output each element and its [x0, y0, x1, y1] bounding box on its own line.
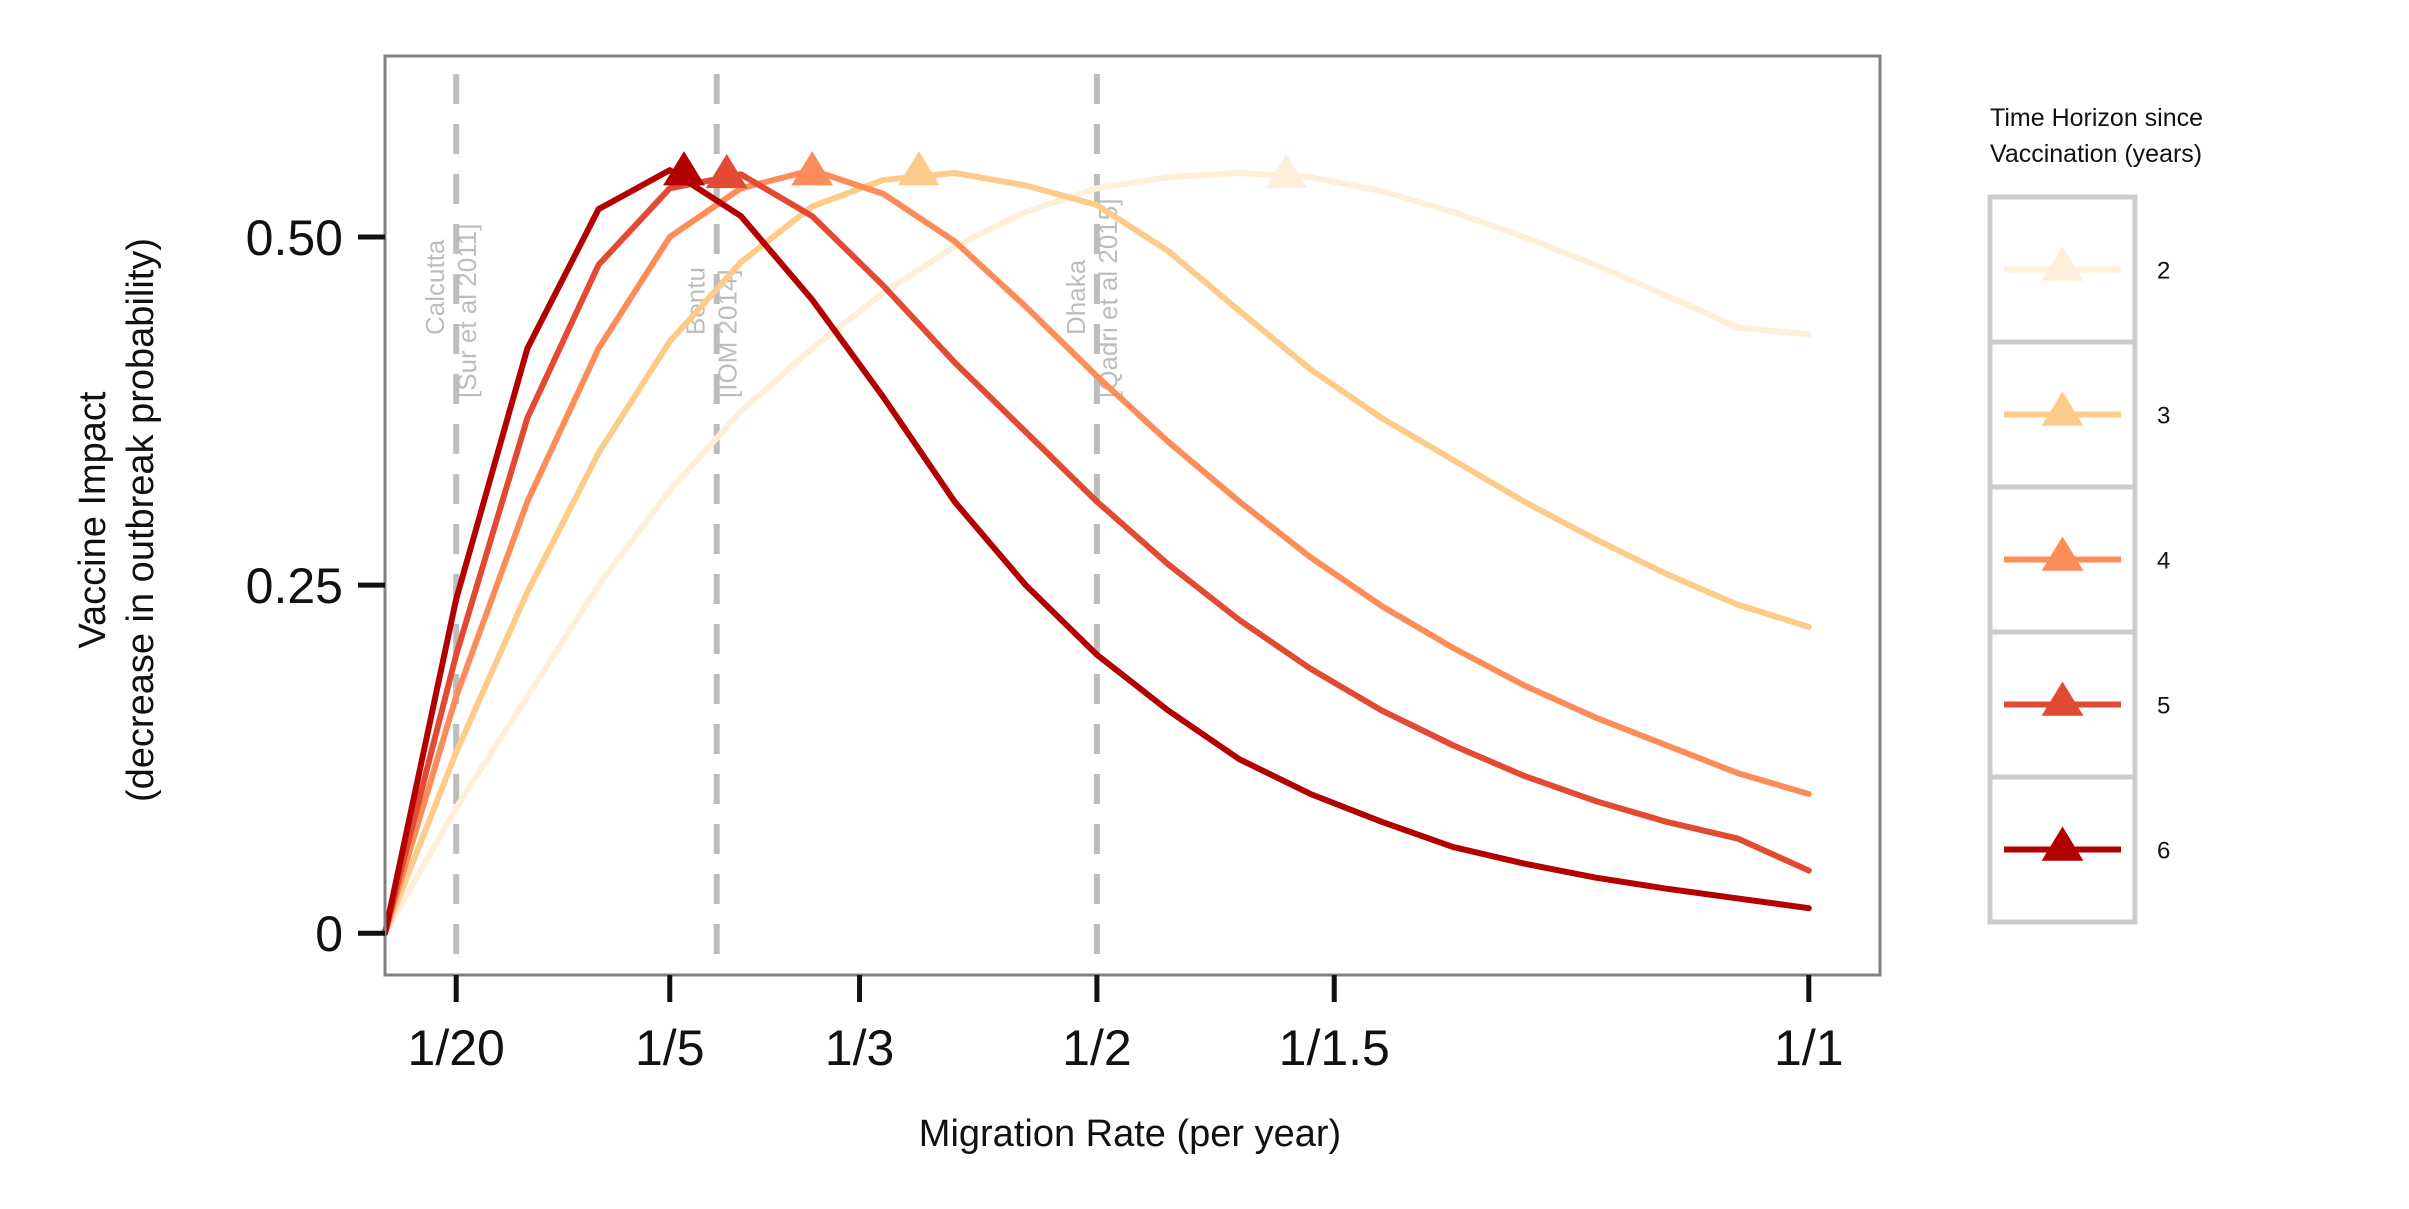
legend-key-marker — [2041, 536, 2084, 571]
y-axis-title: Vaccine Impact (decrease in outbreak pro… — [72, 238, 162, 802]
x-tick-label: 1/1.5 — [1279, 1020, 1390, 1076]
legend: Time Horizon since Vaccination (years) 2… — [1987, 104, 2203, 925]
series-line-5 — [382, 171, 1812, 937]
legend-item-4: 4 — [1987, 484, 2170, 635]
legend-title-line-1: Time Horizon since — [1990, 104, 2203, 132]
y-axis-title-line-1: Vaccine Impact — [72, 391, 114, 648]
series-layer — [382, 151, 1812, 937]
legend-item-6: 6 — [1987, 774, 2170, 925]
x-axis: 1/20 1/5 1/3 1/2 1/1.5 1/1 — [408, 975, 1844, 1076]
peak-marker-6 — [663, 151, 705, 186]
legend-label: 5 — [2157, 693, 2170, 720]
legend-label: 6 — [2157, 838, 2170, 865]
peak-marker-3 — [898, 151, 940, 186]
x-tick-label: 1/3 — [825, 1020, 895, 1076]
x-tick-label: 1/2 — [1062, 1020, 1132, 1076]
peak-marker-2 — [1265, 153, 1308, 189]
plot-panel-border — [383, 54, 1882, 977]
x-tick-label: 1/1 — [1774, 1020, 1844, 1076]
reference-label-name: Calcutta — [420, 239, 450, 335]
reference-label-source: [Sur et al 2011] — [452, 224, 482, 398]
legend-key-marker — [2041, 681, 2084, 716]
x-tick-label: 1/5 — [635, 1020, 705, 1076]
reference-label-name: Dhaka — [1061, 259, 1091, 335]
series-line-6 — [382, 167, 1812, 937]
peak-marker-4 — [791, 151, 834, 186]
y-axis-title-line-2: (decrease in outbreak probability) — [120, 238, 162, 802]
series-line-4 — [382, 167, 1812, 937]
legend-key-marker — [2041, 826, 2084, 861]
y-tick-label: 0 — [315, 906, 343, 962]
reference-label: Calcutta [Sur et al 2011] — [420, 224, 482, 398]
legend-label: 2 — [2157, 258, 2170, 285]
series-line-3 — [382, 169, 1812, 937]
legend-label: 4 — [2157, 548, 2170, 575]
legend-key-marker — [2041, 391, 2084, 426]
legend-key-marker — [2041, 246, 2084, 281]
legend-title-line-2: Vaccination (years) — [1990, 140, 2202, 168]
y-axis: 0 0.25 0.50 — [246, 210, 385, 962]
legend-item-5: 5 — [1987, 629, 2170, 780]
reference-label: Dhaka [Qadri et al 2015] — [1061, 199, 1123, 398]
peak-marker-5 — [705, 153, 748, 189]
legend-label: 3 — [2157, 403, 2170, 430]
y-tick-label: 0.50 — [246, 210, 343, 266]
y-tick-label: 0.25 — [246, 558, 343, 614]
x-tick-label: 1/20 — [408, 1020, 505, 1076]
legend-items: 2 3 4 5 6 — [1987, 194, 2170, 925]
x-axis-title: Migration Rate (per year) — [919, 1113, 1341, 1155]
series-line-2 — [382, 169, 1812, 937]
reference-label-source: [Qadri et al 2015] — [1093, 199, 1123, 398]
